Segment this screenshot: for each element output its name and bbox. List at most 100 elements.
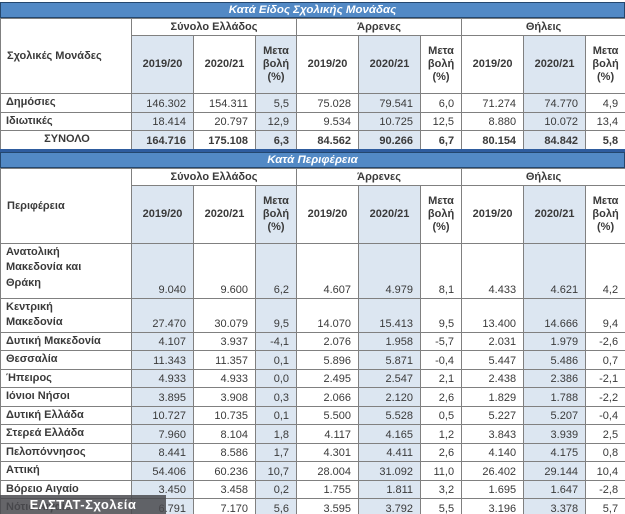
row-label: ΣΥΝΟΛΟ (0, 130, 132, 151)
value-cell: 1,7 (254, 442, 298, 462)
value-cell: 1.958 (358, 331, 422, 351)
table-header: Περιφέρεια Σύνολο Ελλάδος Άρρενες Θήλεις 201… (0, 167, 625, 244)
value-cell: -2,8 (585, 479, 625, 499)
value-cell: 20.797 (193, 111, 256, 131)
value-cell: 1.829 (461, 387, 525, 407)
row-label: Στερεά Ελλάδα (0, 424, 132, 444)
row-label: Θεσσαλία (0, 350, 132, 370)
value-cell: 12,9 (254, 111, 298, 131)
row-label: Δυτική Μακεδονία (0, 331, 132, 351)
value-cell: -4,1 (254, 331, 298, 351)
value-cell: -0,4 (420, 350, 463, 370)
value-cell: 4,9 (585, 93, 625, 113)
value-cell: 0,5 (420, 405, 463, 425)
column-header: 2020/21 (523, 35, 587, 94)
value-cell: 79.541 (358, 93, 422, 113)
table-row: Δυτική Ελλάδα 10.727 10.735 0,1 5.500 5.528 0,… (0, 405, 625, 425)
group-header: Θήλεις (461, 167, 625, 186)
value-cell: 5,8 (585, 130, 625, 151)
value-cell: 12,5 (420, 111, 463, 131)
value-cell: 5,6 (254, 498, 298, 514)
group-header: Άρρενες (296, 18, 463, 36)
value-cell: 3.196 (461, 498, 525, 514)
table-body: Ανατολική Μακεδονία και Θράκη 9.040 9.600 6… (0, 242, 625, 514)
section-title-bar: Κατά Είδος Σχολικής Μονάδας (0, 2, 625, 18)
value-cell: 10,7 (254, 461, 298, 481)
group-header: Σύνολο Ελλάδος (130, 18, 298, 36)
value-cell: 0,3 (254, 387, 298, 407)
value-cell: 5.528 (358, 405, 422, 425)
value-cell: 10.727 (131, 405, 194, 425)
value-cell: 3.843 (461, 424, 525, 444)
value-cell: 5.227 (461, 405, 525, 425)
group-header: Άρρενες (296, 167, 463, 186)
row-dimension-header: Περιφέρεια (0, 167, 132, 244)
table-row: Στερεά Ελλάδα 7.960 8.104 1,8 4.117 4.165 1,2 3… (0, 424, 625, 444)
column-header: 2020/21 (358, 35, 422, 94)
value-cell: 1,2 (420, 424, 463, 444)
table-row: Πελοπόννησος 8.441 8.586 1,7 4.301 4.411 2,6 4.… (0, 442, 625, 462)
value-cell: 10.072 (523, 111, 587, 131)
value-cell: 6,7 (420, 130, 463, 151)
column-header: Μετα βολή (%) (420, 35, 463, 94)
column-header: Μετα βολή (%) (254, 184, 298, 244)
value-cell: -0,4 (585, 405, 625, 425)
row-dimension-header: Σχολικές Μονάδες (0, 18, 132, 94)
column-header: 2019/20 (131, 184, 194, 244)
value-cell: 0,1 (254, 405, 298, 425)
table-row: Ιδιωτικές 18.414 20.797 12,9 9.534 10.725 12,5… (0, 111, 625, 131)
value-cell: 5.896 (296, 350, 360, 370)
value-cell: 5.500 (296, 405, 360, 425)
value-cell: 3.908 (193, 387, 256, 407)
value-cell: 9,4 (585, 297, 625, 333)
value-cell: 9.600 (193, 242, 256, 299)
group-header-row: Περιφέρεια Σύνολο Ελλάδος Άρρενες Θήλεις (0, 167, 625, 244)
group-header: Σύνολο Ελλάδος (130, 167, 298, 186)
value-cell: 4.140 (461, 442, 525, 462)
value-cell: 2.066 (296, 387, 360, 407)
value-cell: 0,8 (585, 442, 625, 462)
column-header: Μετα βολή (%) (254, 35, 298, 94)
value-cell: 8.586 (193, 442, 256, 462)
value-cell: 60.236 (193, 461, 256, 481)
value-cell: 2,5 (585, 424, 625, 444)
value-cell: 0,7 (585, 350, 625, 370)
value-cell: 9,5 (254, 297, 298, 333)
value-cell: 28.004 (296, 461, 360, 481)
value-cell: 8.880 (461, 111, 525, 131)
table-row: Ανατολική Μακεδονία και Θράκη 9.040 9.600 6… (0, 242, 625, 299)
table-row: Θεσσαλία 11.343 11.357 0,1 5.896 5.871 -0,4 5.4… (0, 350, 625, 370)
value-cell: 5.207 (523, 405, 587, 425)
value-cell: 1.647 (523, 479, 587, 499)
value-cell: 29.144 (523, 461, 587, 481)
value-cell: 154.311 (193, 93, 256, 113)
row-label: Πελοπόννησος (0, 442, 132, 462)
value-cell: 27.470 (131, 297, 194, 333)
value-cell: 0,2 (254, 479, 298, 499)
value-cell: 4.107 (131, 331, 194, 351)
column-header: 2020/21 (358, 184, 422, 244)
column-header: 2019/20 (296, 35, 360, 94)
value-cell: 30.079 (193, 297, 256, 333)
column-header: 2019/20 (131, 35, 194, 94)
value-cell: 3.378 (523, 498, 587, 514)
value-cell: 54.406 (131, 461, 194, 481)
value-cell: 9.534 (296, 111, 360, 131)
value-cell: 90.266 (358, 130, 422, 151)
column-header: 2019/20 (296, 184, 360, 244)
value-cell: 4,2 (585, 242, 625, 299)
column-header: Μετα βολή (%) (420, 184, 463, 244)
row-label: Ήπειρος (0, 368, 132, 388)
table-header: Σχολικές Μονάδες Σύνολο Ελλάδος Άρρενες Θήλ… (0, 18, 625, 94)
value-cell: 18.414 (131, 111, 194, 131)
row-label: Ανατολική Μακεδονία και Θράκη (0, 242, 132, 299)
section-by-region: Κατά Περιφέρεια Περιφέρεια Σύνολο Ελλάδος… (0, 151, 625, 514)
value-cell: 5.486 (523, 350, 587, 370)
table-row: Δυτική Μακεδονία 4.107 3.937 -4,1 2.076 1.958… (0, 331, 625, 351)
row-label: Κεντρική Μακεδονία (0, 297, 132, 333)
table-row: ΣΥΝΟΛΟ 164.716 175.108 6,3 84.562 90.266 6,7 80… (0, 130, 625, 151)
value-cell: 2,6 (420, 387, 463, 407)
value-cell: 3.595 (296, 498, 360, 514)
value-cell: 0,1 (254, 350, 298, 370)
